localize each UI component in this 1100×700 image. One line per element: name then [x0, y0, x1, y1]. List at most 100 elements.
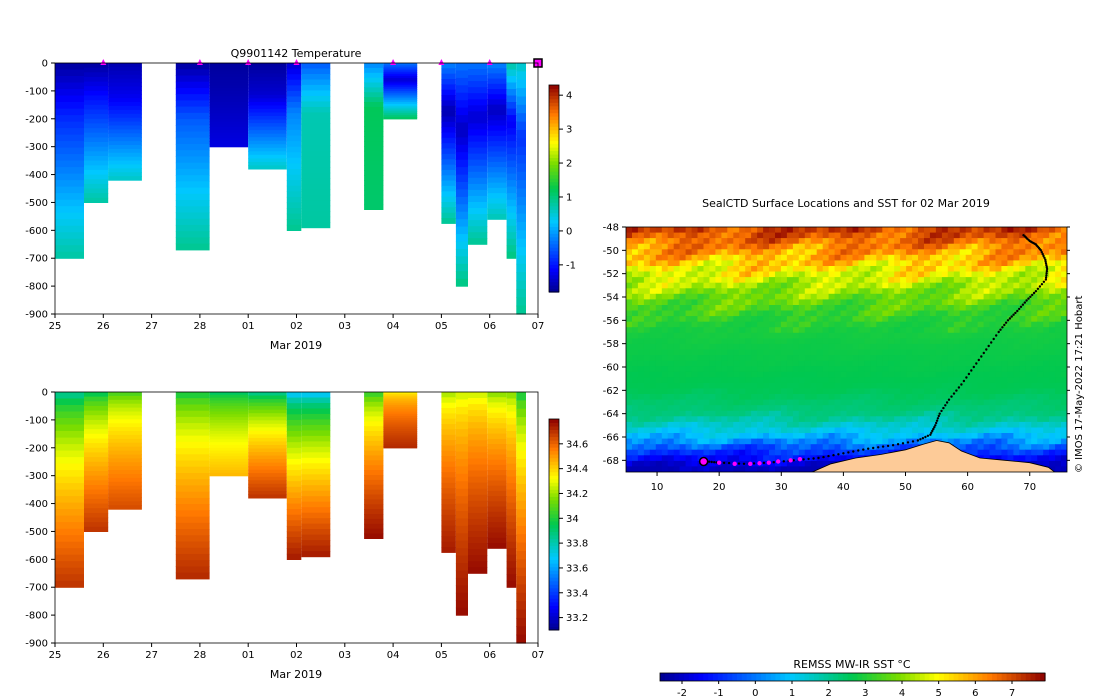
colorbar-segment — [794, 673, 801, 681]
sst-cell — [995, 282, 1003, 289]
sst-cell — [1031, 232, 1038, 239]
sst-cell — [792, 227, 800, 234]
profile-column — [487, 392, 507, 549]
sst-cell — [941, 421, 949, 429]
profile-cell — [455, 540, 468, 549]
colorbar-segment — [549, 271, 559, 276]
sst-cell — [769, 394, 776, 401]
sst-cell — [679, 293, 687, 300]
sst-cell — [810, 460, 818, 468]
sst-cell — [649, 249, 657, 256]
profile-cell — [364, 92, 384, 98]
sst-cell — [697, 282, 705, 289]
profile-cell — [175, 479, 210, 486]
sst-cell — [632, 327, 639, 334]
profile-cell — [455, 533, 468, 542]
profile-cell — [55, 69, 84, 77]
sst-cell — [798, 416, 806, 423]
profile-cell — [248, 462, 287, 467]
profile-cell — [55, 232, 84, 240]
surfacing-marker — [438, 59, 445, 65]
sst-cell — [834, 332, 842, 339]
sst-cell — [727, 277, 734, 284]
sst-cell — [637, 310, 645, 317]
sst-cell — [637, 232, 645, 239]
colorbar-segment — [549, 528, 559, 532]
sst-cell — [1025, 377, 1032, 384]
sst-cell — [757, 232, 764, 239]
profile-column — [84, 63, 109, 203]
colorbar-segment — [1001, 673, 1008, 681]
colorbar-segment — [958, 673, 964, 681]
sst-cell — [1043, 366, 1050, 373]
profile-cell — [487, 125, 507, 132]
sst-cell — [1007, 444, 1014, 451]
sst-cell — [804, 310, 812, 317]
colorbar-segment — [674, 673, 680, 681]
sst-cell — [655, 277, 663, 284]
sst-cell — [828, 249, 836, 256]
sst-cell — [715, 332, 722, 339]
sst-cell — [941, 321, 949, 328]
y-tick-label: -900 — [25, 310, 48, 321]
sst-cell — [745, 349, 752, 356]
profile-cell — [209, 99, 249, 103]
sst-cell — [941, 254, 949, 261]
sst-cell — [977, 316, 985, 323]
sst-cell — [709, 232, 716, 239]
profile-cell — [441, 531, 456, 537]
sst-cell — [929, 305, 937, 312]
sst-cell — [1019, 338, 1026, 345]
profile-cell — [468, 69, 488, 76]
sst-cell — [846, 338, 854, 345]
sst-cell — [1043, 433, 1050, 440]
profile-cell — [506, 392, 517, 400]
profile-cell — [364, 450, 384, 457]
sst-cell — [673, 355, 681, 362]
profile-cell — [506, 398, 517, 406]
sst-cell — [661, 455, 669, 462]
sst-cell — [769, 277, 776, 284]
y-tick-label: -56 — [603, 316, 619, 327]
sst-cell — [655, 366, 663, 373]
sst-cell — [643, 405, 651, 412]
profile-cell — [441, 207, 456, 214]
sst-cell — [810, 388, 818, 395]
profile-cell — [441, 514, 456, 521]
sst-cell — [673, 433, 681, 440]
profile-cell — [468, 177, 488, 185]
sst-cell — [763, 455, 770, 462]
sst-cell — [834, 410, 842, 417]
sst-cell — [834, 394, 842, 401]
sst-cell — [685, 227, 693, 234]
sst-cell — [935, 266, 943, 273]
sst-cell — [637, 249, 645, 256]
colorbar-tick-label: -2 — [677, 688, 687, 699]
colorbar-tick-label: 1 — [566, 192, 572, 203]
profile-cell — [55, 173, 84, 181]
sst-cell — [733, 438, 740, 445]
sst-cell — [1049, 343, 1056, 351]
sst-cell — [661, 466, 669, 472]
sst-cell — [709, 449, 716, 456]
profile-cell — [84, 433, 109, 439]
sst-cell — [834, 305, 842, 312]
colorbar-tick-label: 5 — [935, 688, 941, 699]
profile-cell — [468, 416, 488, 423]
profile-cell — [84, 123, 109, 129]
sst-cell — [924, 377, 931, 384]
track-point — [930, 431, 933, 434]
track-point — [952, 392, 956, 395]
profile-cell — [175, 81, 210, 89]
sst-cell — [786, 366, 794, 373]
sst-cell — [655, 327, 663, 334]
sst-cell — [894, 444, 901, 451]
sst-cell — [929, 232, 937, 239]
sst-cell — [626, 421, 633, 429]
sst-cell — [918, 382, 925, 390]
profile-cell — [516, 525, 526, 535]
sst-cell — [906, 293, 913, 300]
sst-cell — [834, 421, 842, 429]
sst-cell — [822, 310, 830, 317]
sst-cell — [882, 366, 889, 373]
